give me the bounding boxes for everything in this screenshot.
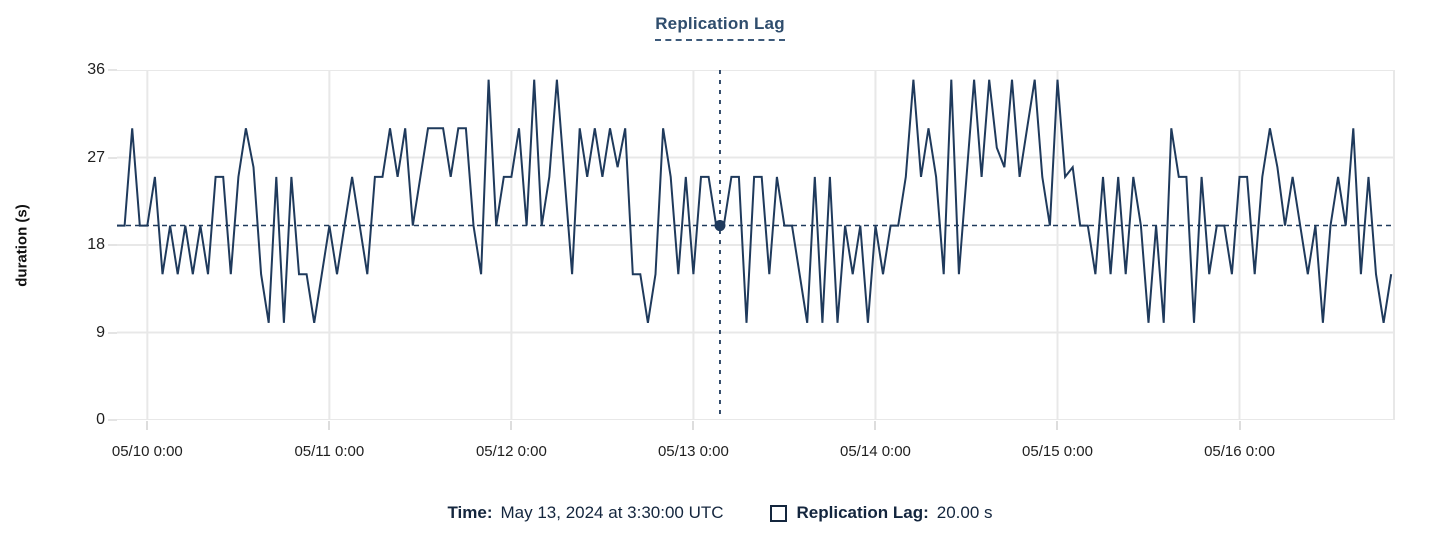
chart-header: Replication Lag [0, 14, 1440, 41]
y-tick-mark [108, 244, 117, 246]
x-tick-label: 05/16 0:00 [1204, 443, 1275, 460]
chart-title[interactable]: Replication Lag [655, 14, 785, 41]
plot-area[interactable] [117, 70, 1395, 420]
chart-svg [117, 70, 1395, 420]
y-tick-label: 36 [87, 61, 105, 78]
legend-replication-lag[interactable]: Replication Lag: 20.00 s [769, 503, 993, 523]
y-tick-label: 27 [87, 148, 105, 166]
series-line[interactable] [117, 79, 1393, 323]
x-tick-mark [328, 421, 331, 430]
y-tick-label: 9 [96, 323, 105, 341]
hover-point-dot [714, 220, 726, 232]
tooltip-time-label: Time: [447, 503, 493, 522]
x-tick-mark [146, 421, 149, 430]
x-tick-label: 05/13 0:00 [657, 443, 729, 460]
x-tick-label: 05/14 0:00 [840, 443, 911, 460]
series-label: Replication Lag: [796, 503, 929, 522]
x-tick-label: 05/12 0:00 [475, 443, 547, 460]
y-tick-mark [108, 331, 117, 334]
series-value: 20.00 s [936, 503, 993, 522]
x-tick-mark [692, 421, 695, 430]
tooltip-bar: Time: May 13, 2024 at 3:30:00 UTC Replic… [0, 503, 1440, 523]
y-axis-label: duration (s) [13, 204, 31, 287]
y-tick-label: 0 [96, 411, 105, 428]
x-tick-mark [1056, 421, 1059, 430]
x-tick-label: 05/11 0:00 [294, 443, 365, 460]
tooltip-time: Time: May 13, 2024 at 3:30:00 UTC [447, 503, 723, 523]
x-tick-mark [874, 421, 877, 430]
x-tick-mark [1238, 421, 1241, 430]
y-tick-mark [108, 69, 117, 71]
x-tick-mark [510, 421, 513, 430]
series-swatch-icon [769, 504, 787, 522]
tooltip-time-value: May 13, 2024 at 3:30:00 UTC [500, 503, 724, 522]
y-tick-mark [108, 156, 117, 159]
x-tick-label: 05/10 0:00 [111, 443, 183, 460]
x-tick-label: 05/15 0:00 [1022, 443, 1093, 460]
y-tick-mark [108, 419, 117, 421]
y-tick-label: 18 [87, 236, 105, 253]
